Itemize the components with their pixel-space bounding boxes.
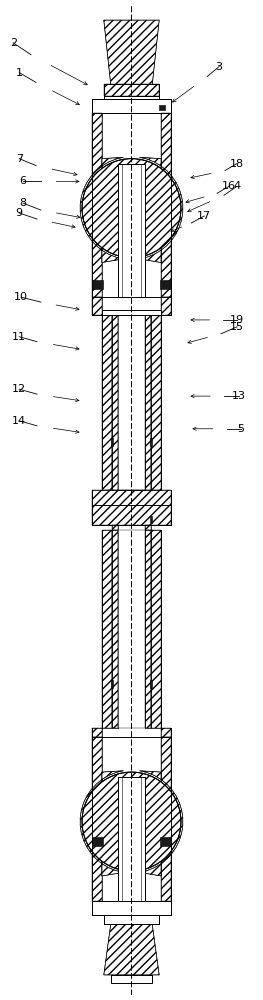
Text: 10: 10 xyxy=(14,292,28,302)
Bar xyxy=(92,280,103,289)
Bar xyxy=(104,915,159,924)
Text: 6: 6 xyxy=(20,176,27,186)
Text: 8: 8 xyxy=(20,198,27,208)
Text: 12: 12 xyxy=(12,384,26,394)
Polygon shape xyxy=(92,297,102,315)
Bar xyxy=(118,777,145,901)
Bar xyxy=(118,164,145,297)
Text: 11: 11 xyxy=(12,332,26,342)
Text: 2: 2 xyxy=(10,38,17,48)
Bar xyxy=(150,680,152,688)
Polygon shape xyxy=(112,530,118,728)
Bar xyxy=(118,315,145,490)
Polygon shape xyxy=(161,728,171,737)
Text: 19: 19 xyxy=(230,315,244,325)
Polygon shape xyxy=(102,530,112,728)
Text: 16: 16 xyxy=(222,181,236,191)
Bar xyxy=(150,438,152,446)
Polygon shape xyxy=(112,315,118,490)
Polygon shape xyxy=(161,113,171,297)
Polygon shape xyxy=(145,530,151,728)
Text: 5: 5 xyxy=(237,424,244,434)
Polygon shape xyxy=(112,525,118,530)
Text: 1: 1 xyxy=(16,68,23,78)
Polygon shape xyxy=(161,737,171,901)
Polygon shape xyxy=(92,737,102,901)
Circle shape xyxy=(82,159,181,258)
Polygon shape xyxy=(104,924,159,975)
Polygon shape xyxy=(80,771,123,876)
Polygon shape xyxy=(145,315,151,490)
Text: 7: 7 xyxy=(16,154,23,164)
Bar xyxy=(150,516,152,523)
Text: 13: 13 xyxy=(232,391,246,401)
Polygon shape xyxy=(102,315,112,490)
Bar xyxy=(111,680,113,688)
Text: 14: 14 xyxy=(12,416,26,426)
Polygon shape xyxy=(161,297,171,315)
Bar xyxy=(92,505,171,525)
Polygon shape xyxy=(151,315,161,490)
Polygon shape xyxy=(145,525,151,530)
Bar xyxy=(92,901,171,915)
Polygon shape xyxy=(140,771,183,876)
Bar xyxy=(104,96,159,102)
Text: 4: 4 xyxy=(233,181,240,191)
Polygon shape xyxy=(104,20,159,84)
Polygon shape xyxy=(151,530,161,728)
Polygon shape xyxy=(104,84,159,96)
Polygon shape xyxy=(92,490,171,525)
Bar xyxy=(160,837,171,846)
Polygon shape xyxy=(92,728,102,737)
Text: 15: 15 xyxy=(230,322,244,332)
Text: 3: 3 xyxy=(216,62,222,72)
Polygon shape xyxy=(80,157,123,263)
Bar xyxy=(102,310,161,315)
Bar xyxy=(111,975,152,983)
Bar xyxy=(92,837,103,846)
Polygon shape xyxy=(92,113,102,297)
Bar xyxy=(92,99,171,113)
Text: 9: 9 xyxy=(16,208,23,218)
Polygon shape xyxy=(140,157,183,263)
Bar xyxy=(160,280,171,289)
Circle shape xyxy=(82,772,181,871)
Bar xyxy=(111,438,113,446)
Bar xyxy=(118,530,145,728)
Text: 18: 18 xyxy=(230,159,244,169)
Bar xyxy=(159,105,165,110)
Text: 17: 17 xyxy=(197,211,211,221)
